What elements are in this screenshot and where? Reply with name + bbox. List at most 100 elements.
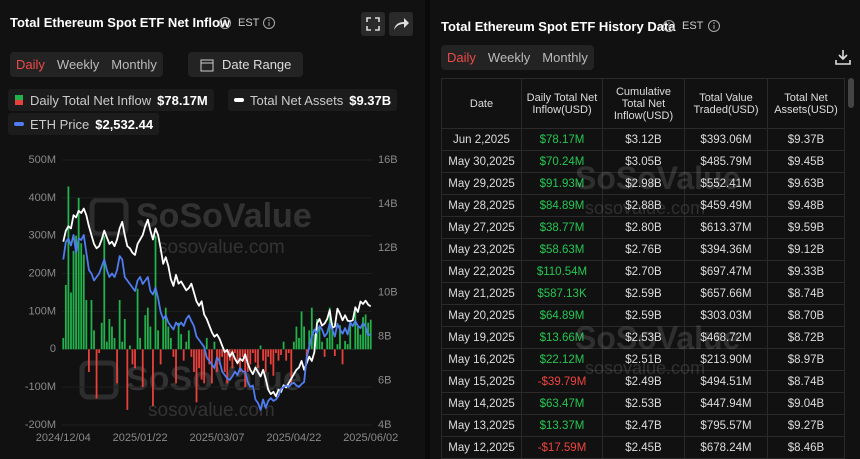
bar — [154, 235, 157, 350]
bar — [349, 324, 352, 350]
bar — [308, 330, 311, 350]
table-cell: $9.27B — [768, 415, 845, 437]
tab[interactable]: Weekly — [487, 50, 531, 65]
table-cell: $2.80B — [603, 217, 685, 239]
bar — [362, 317, 364, 350]
x-tick-label: 2025/03/07 — [189, 432, 244, 444]
table-cell: $459.49M — [685, 195, 768, 217]
tab[interactable]: Daily — [16, 57, 45, 72]
bar — [113, 337, 116, 350]
date-range-label: Date Range — [222, 57, 292, 72]
table-header: Date — [441, 78, 522, 129]
table-cell: $795.57M — [685, 415, 768, 437]
table-cell: May 23,2025 — [441, 239, 522, 261]
table-cell: $697.47M — [685, 261, 768, 283]
bar — [223, 349, 226, 372]
bar — [262, 349, 265, 361]
table-cell: May 21,2025 — [441, 283, 522, 305]
table-cell: $552.41M — [685, 173, 768, 195]
bar — [226, 349, 229, 384]
table-cell: $2.98B — [603, 173, 685, 195]
table-cell: May 19,2025 — [441, 327, 522, 349]
legend-value: $78.17M — [157, 92, 208, 108]
table-cell: -$17.59M — [522, 437, 603, 459]
info-icon[interactable] — [662, 19, 676, 33]
bar — [326, 337, 329, 350]
bar — [103, 235, 106, 350]
scrollbar[interactable] — [848, 78, 854, 108]
bar — [239, 349, 241, 372]
table-cell: $2.45B — [603, 437, 685, 459]
info-icon[interactable] — [218, 16, 232, 30]
bar — [264, 349, 267, 372]
bar — [121, 341, 124, 350]
bar — [149, 326, 152, 350]
bar — [310, 307, 313, 350]
table-cell: $8.46B — [768, 437, 845, 459]
bar — [203, 349, 206, 384]
bar — [62, 337, 65, 350]
table-cell: $2.47B — [603, 415, 685, 437]
bar — [167, 326, 170, 350]
table-cell: May 22,2025 — [441, 261, 522, 283]
table-cell: -$39.79M — [522, 371, 603, 393]
x-tick-label: 2025/06/02 — [343, 432, 398, 444]
bar — [357, 327, 359, 350]
date-range-button[interactable]: Date Range — [188, 52, 304, 77]
bar — [346, 344, 349, 350]
legend-swatch — [14, 122, 24, 126]
bar — [182, 349, 185, 361]
bar — [98, 349, 101, 354]
fullscreen-button[interactable] — [361, 12, 385, 36]
table-cell: $2.53B — [603, 327, 685, 349]
bar — [111, 326, 113, 350]
table-cell: $613.37M — [685, 217, 768, 239]
bar — [218, 349, 221, 365]
info-icon[interactable] — [707, 19, 721, 33]
table-cell: $303.03M — [685, 305, 768, 327]
legend-icon — [234, 98, 244, 102]
bar — [244, 349, 247, 388]
panel-title: Total Ethereum Spot ETF Net Inflow — [10, 15, 231, 30]
bar — [159, 349, 162, 365]
table-cell: $2.59B — [603, 305, 685, 327]
legend-swatch — [15, 95, 23, 100]
bar — [298, 337, 300, 350]
timezone: EST — [238, 17, 260, 29]
y2-tick-label: 8B — [378, 331, 391, 343]
history-table: Date Daily Total Net Inflow(USD) Cumulativ… — [441, 78, 845, 459]
table-cell: $485.79M — [685, 151, 768, 173]
legend-swatch — [15, 100, 23, 105]
table-cell: $9.48B — [768, 195, 845, 217]
bar — [359, 334, 362, 350]
bar — [108, 319, 111, 350]
bar — [277, 349, 280, 361]
bar — [152, 349, 154, 407]
table-cell: $9.33B — [768, 261, 845, 283]
bar — [236, 349, 239, 365]
info-icon[interactable] — [262, 16, 276, 30]
table-cell: $9.37B — [768, 129, 845, 151]
table-cell: $84.89M — [522, 195, 603, 217]
bar — [328, 307, 331, 350]
bar — [257, 349, 259, 369]
bar — [128, 345, 131, 350]
tab[interactable]: Monthly — [111, 57, 157, 72]
tab[interactable]: Daily — [447, 50, 476, 65]
tab[interactable]: Weekly — [56, 57, 100, 72]
table-cell: $8.74B — [768, 283, 845, 305]
bar — [118, 300, 121, 350]
bar — [105, 341, 108, 350]
share-button[interactable] — [389, 12, 413, 36]
y-tick-label: -100M — [25, 381, 56, 393]
chart: SoSoValuesosovalue.comSoSoValuesosovalue… — [25, 154, 398, 444]
table-cell: $8.70B — [768, 305, 845, 327]
table-cell: $8.74B — [768, 371, 845, 393]
bar — [75, 235, 77, 350]
download-button[interactable] — [834, 48, 852, 66]
table-cell: $9.12B — [768, 239, 845, 261]
tab[interactable]: Monthly — [542, 50, 588, 65]
table-cell: $657.66M — [685, 283, 768, 305]
bar — [259, 345, 262, 350]
